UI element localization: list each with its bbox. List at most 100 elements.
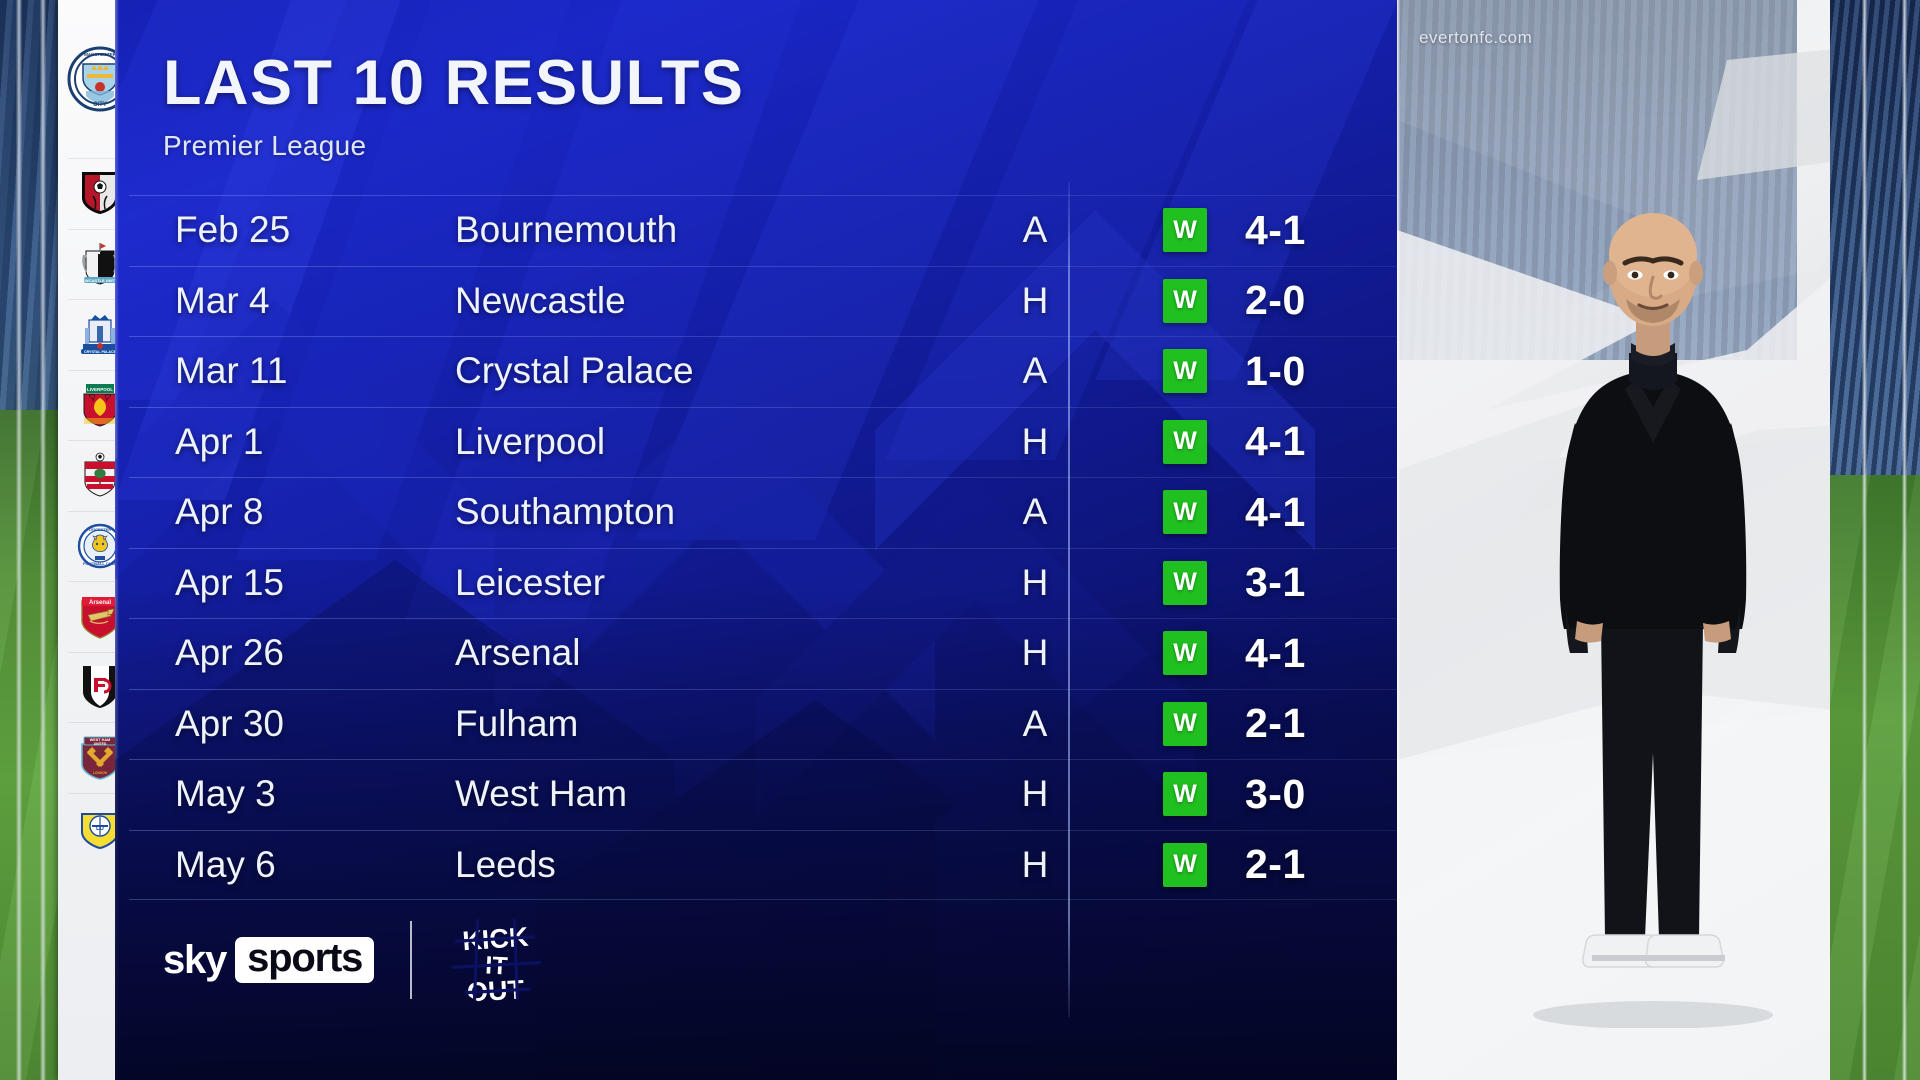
- leicester-crest-icon: LEICESTER FOOTBALL CLUB: [77, 523, 123, 568]
- result-outcome-badge: W: [1163, 631, 1207, 676]
- results-table: Feb 25 Bournemouth A W 4-1 Mar 4 Newcastle H W 2-…: [115, 195, 1397, 900]
- svg-text:FOOTBALL CLUB: FOOTBALL CLUB: [83, 561, 117, 566]
- result-outcome-badge: W: [1163, 701, 1207, 746]
- crest-southampton: [58, 440, 142, 511]
- result-venue: H: [1021, 561, 1049, 603]
- table-row[interactable]: May 6 Leeds H W 2-1: [115, 829, 1397, 901]
- column-divider: [1068, 182, 1070, 1017]
- result-date: May 6: [175, 843, 276, 885]
- svg-text:LU: LU: [96, 826, 104, 832]
- result-opponent: Leeds: [455, 843, 556, 885]
- result-date: Mar 11: [175, 350, 288, 392]
- crest-arsenal: Arsenal: [58, 581, 142, 652]
- presenter-left-edge: [1397, 0, 1400, 1080]
- svg-text:UNITED: UNITED: [94, 742, 107, 746]
- result-outcome-badge: W: [1163, 560, 1207, 605]
- result-score: 4-1: [1245, 629, 1306, 676]
- svg-text:CRYSTAL PALACE: CRYSTAL PALACE: [84, 350, 117, 354]
- svg-text:NEWCASTLE UNITED: NEWCASTLE UNITED: [79, 278, 120, 283]
- graphic-shards: [1397, 0, 1920, 1080]
- result-score: 4-1: [1245, 488, 1306, 535]
- result-score: 4-1: [1245, 206, 1306, 253]
- svg-text:CITY: CITY: [93, 102, 107, 108]
- table-row[interactable]: Feb 25 Bournemouth A W 4-1: [115, 195, 1397, 266]
- table-row[interactable]: Mar 11 Crystal Palace A W 1-0: [115, 336, 1397, 407]
- result-score: 4-1: [1245, 418, 1306, 465]
- table-row[interactable]: Mar 4 Newcastle H W 2-0: [115, 265, 1397, 337]
- kick-it-out-logo: KICK IT OUT: [448, 912, 544, 1008]
- result-date: Feb 25: [175, 209, 291, 251]
- result-outcome-badge: W: [1163, 772, 1207, 817]
- west-ham-crest-icon: WEST HAM UNITED LONDON: [81, 736, 119, 781]
- page-title: LAST 10 RESULTS: [163, 48, 745, 118]
- leeds-crest-icon: LU: [81, 812, 119, 849]
- result-venue: H: [1021, 632, 1049, 674]
- svg-text:MANCHESTER: MANCHESTER: [84, 52, 117, 57]
- crest-leicester: LEICESTER FOOTBALL CLUB: [58, 510, 142, 582]
- fulham-crest-icon: [83, 665, 117, 708]
- arsenal-crest-icon: Arsenal: [81, 597, 119, 640]
- result-opponent: Bournemouth: [455, 209, 678, 251]
- crystal-palace-crest-icon: CRYSTAL PALACE: [81, 315, 119, 355]
- result-score: 2-1: [1245, 700, 1306, 747]
- crest-leeds: LU: [58, 792, 142, 864]
- table-row[interactable]: Apr 30 Fulham A W 2-1: [115, 688, 1397, 760]
- right-strip-pole-a: [1862, 0, 1867, 1080]
- crest-fulham: [58, 651, 142, 723]
- result-score: 2-0: [1245, 277, 1306, 324]
- result-date: Mar 4: [175, 279, 270, 321]
- right-stadium-strip: [1830, 0, 1920, 1080]
- backdrop-advert-text: evertonfc.com: [1419, 28, 1533, 47]
- bournemouth-crest-icon: [82, 172, 118, 215]
- crest-liverpool: LIVERPOOL: [58, 369, 142, 441]
- result-outcome-badge: W: [1163, 208, 1207, 253]
- result-score: 3-1: [1245, 559, 1306, 606]
- stadium-pole-left: [16, 0, 22, 1080]
- svg-text:LONDON: LONDON: [93, 771, 108, 775]
- board-header: LAST 10 RESULTS Premier League: [163, 52, 744, 162]
- result-venue: A: [1022, 491, 1048, 533]
- result-date: Apr 15: [175, 561, 285, 603]
- svg-text:LIVERPOOL: LIVERPOOL: [87, 387, 113, 392]
- table-row[interactable]: Apr 1 Liverpool H W 4-1: [115, 406, 1397, 478]
- newcastle-crest-icon: NEWCASTLE UNITED: [79, 242, 121, 285]
- result-score: 3-0: [1245, 770, 1306, 817]
- table-row[interactable]: Apr 8 Southampton A W 4-1: [115, 477, 1397, 548]
- result-opponent: Crystal Palace: [455, 350, 694, 392]
- presenter-figure: [1493, 193, 1813, 1029]
- result-date: Apr 1: [175, 420, 264, 462]
- result-venue: H: [1021, 279, 1049, 321]
- svg-text:LEICESTER: LEICESTER: [89, 527, 112, 532]
- result-venue: A: [1022, 350, 1048, 392]
- kick-it-out-icon: KICK IT OUT: [451, 915, 542, 1005]
- table-row[interactable]: May 3 West Ham H W 3-0: [115, 759, 1397, 830]
- results-board: LAST 10 RESULTS Premier League Feb 25 Bou…: [115, 0, 1397, 1080]
- right-strip-pole-b: [1902, 0, 1907, 1080]
- table-row[interactable]: Apr 26 Arsenal H W 4-1: [115, 618, 1397, 689]
- svg-text:WEST HAM: WEST HAM: [90, 738, 111, 742]
- result-outcome-badge: W: [1163, 842, 1207, 887]
- crest-west-ham: WEST HAM UNITED LONDON: [58, 722, 142, 793]
- result-opponent: Arsenal: [455, 632, 581, 674]
- result-venue: A: [1022, 209, 1048, 251]
- stadium-pole-inner: [40, 0, 46, 1080]
- pep-guardiola-figure-icon: [1533, 213, 1773, 1029]
- result-date: Apr 26: [175, 632, 285, 674]
- sports-wordmark: sports: [235, 937, 375, 983]
- result-date: Apr 30: [175, 702, 285, 744]
- result-opponent: West Ham: [455, 773, 628, 815]
- presenter-panel: evertonfc.com: [1397, 0, 1920, 1080]
- result-venue: A: [1022, 702, 1048, 744]
- liverpool-crest-icon: LIVERPOOL: [83, 383, 117, 427]
- result-outcome-badge: W: [1163, 349, 1207, 394]
- result-venue: H: [1021, 773, 1049, 815]
- result-outcome-badge: W: [1163, 419, 1207, 464]
- result-outcome-badge: W: [1163, 278, 1207, 323]
- result-date: Apr 8: [175, 491, 264, 533]
- result-opponent: Fulham: [455, 702, 579, 744]
- result-opponent: Newcastle: [455, 279, 626, 321]
- table-row[interactable]: Apr 15 Leicester H W 3-1: [115, 547, 1397, 619]
- footer-logos: sky sports KICK IT OUT: [163, 912, 544, 1008]
- crest-bournemouth: [58, 158, 142, 229]
- logo-divider: [410, 921, 413, 999]
